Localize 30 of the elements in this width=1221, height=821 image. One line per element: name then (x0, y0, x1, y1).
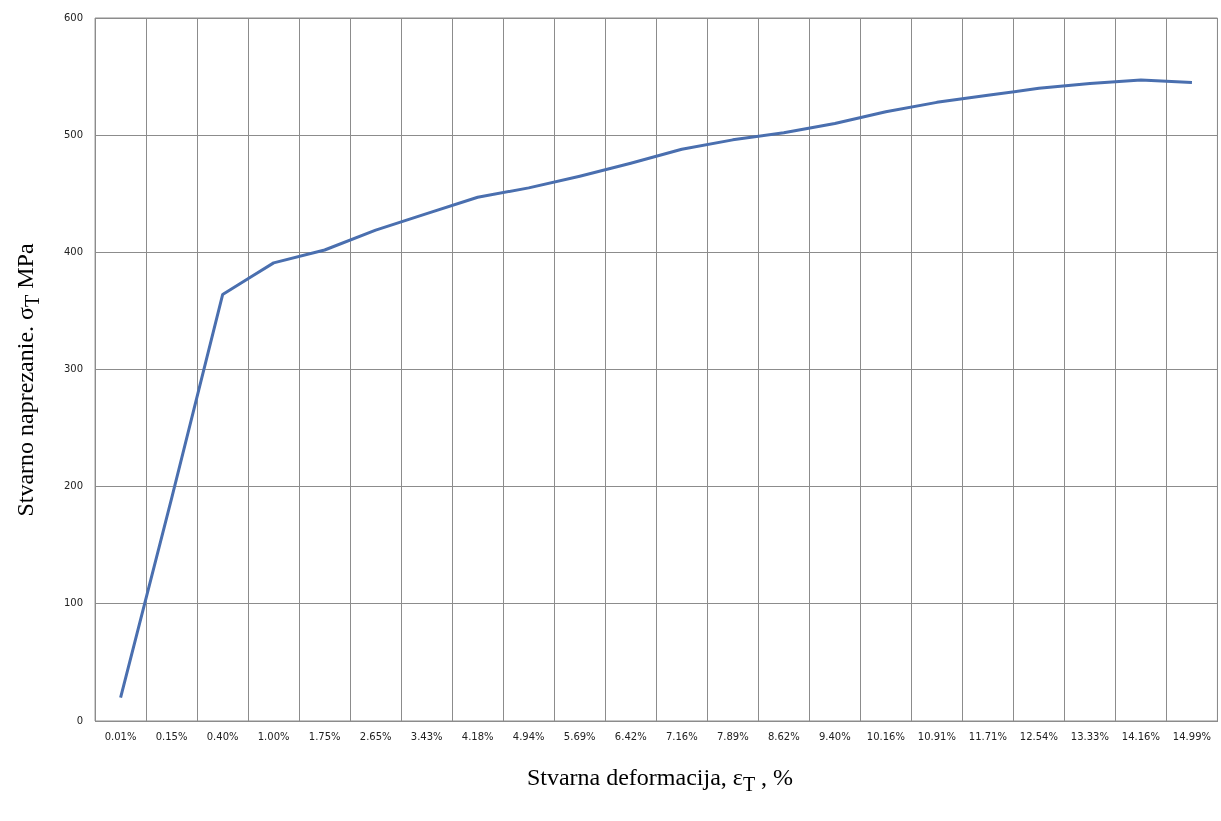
x-tick-label: 10.91% (917, 730, 956, 742)
x-tick-label: 13.33% (1070, 730, 1109, 742)
x-tick-label: 1.75% (308, 730, 341, 742)
x-tick-label: 3.43% (410, 730, 443, 742)
x-tick-label: 0.01% (104, 730, 137, 742)
x-tick-label: 12.54% (1019, 730, 1058, 742)
y-tick-label: 500 (63, 128, 84, 140)
x-tick-label: 14.16% (1121, 730, 1160, 742)
x-tick-label: 1.00% (257, 730, 290, 742)
x-tick-label: 0.15% (155, 730, 188, 742)
x-tick-label: 7.16% (665, 730, 698, 742)
y-tick-label: 300 (63, 363, 84, 375)
x-axis-title: Stvarna deformacija, ε$_{T}$ , % (526, 764, 794, 796)
x-tick-label: 0.40% (206, 730, 239, 742)
x-tick-label: 14.99% (1172, 730, 1212, 742)
y-tick-label: 0 (76, 714, 84, 726)
x-tick-label: 5.69% (563, 730, 596, 742)
x-tick-label: 2.65% (359, 730, 392, 742)
x-tick-label: 6.42% (614, 730, 647, 742)
x-tick-label: 4.18% (461, 730, 494, 742)
y-tick-label: 100 (63, 597, 84, 609)
x-tick-label: 8.62% (767, 730, 800, 742)
x-tick-label: 7.89% (716, 730, 749, 742)
x-tick-label: 9.40% (818, 730, 851, 742)
x-tick-label: 4.94% (512, 730, 545, 742)
x-tick-label: 11.71% (968, 730, 1007, 742)
y-tick-label: 200 (63, 480, 84, 492)
x-tick-label: 10.16% (866, 730, 905, 742)
y-tick-label: 600 (63, 11, 84, 23)
y-tick-label: 400 (63, 245, 84, 257)
